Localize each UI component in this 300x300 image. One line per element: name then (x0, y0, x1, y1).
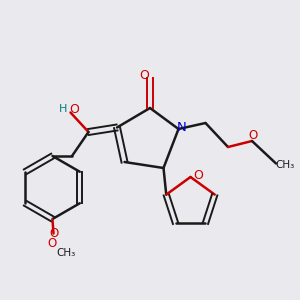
Text: O: O (193, 169, 203, 182)
Text: O: O (248, 129, 257, 142)
Text: H: H (59, 104, 67, 115)
Text: CH₃: CH₃ (56, 248, 76, 258)
Text: O: O (139, 69, 149, 82)
Text: N: N (177, 121, 186, 134)
Text: O: O (48, 237, 57, 250)
Text: CH₃: CH₃ (275, 160, 295, 170)
Text: O: O (69, 103, 79, 116)
Text: O: O (50, 227, 58, 240)
